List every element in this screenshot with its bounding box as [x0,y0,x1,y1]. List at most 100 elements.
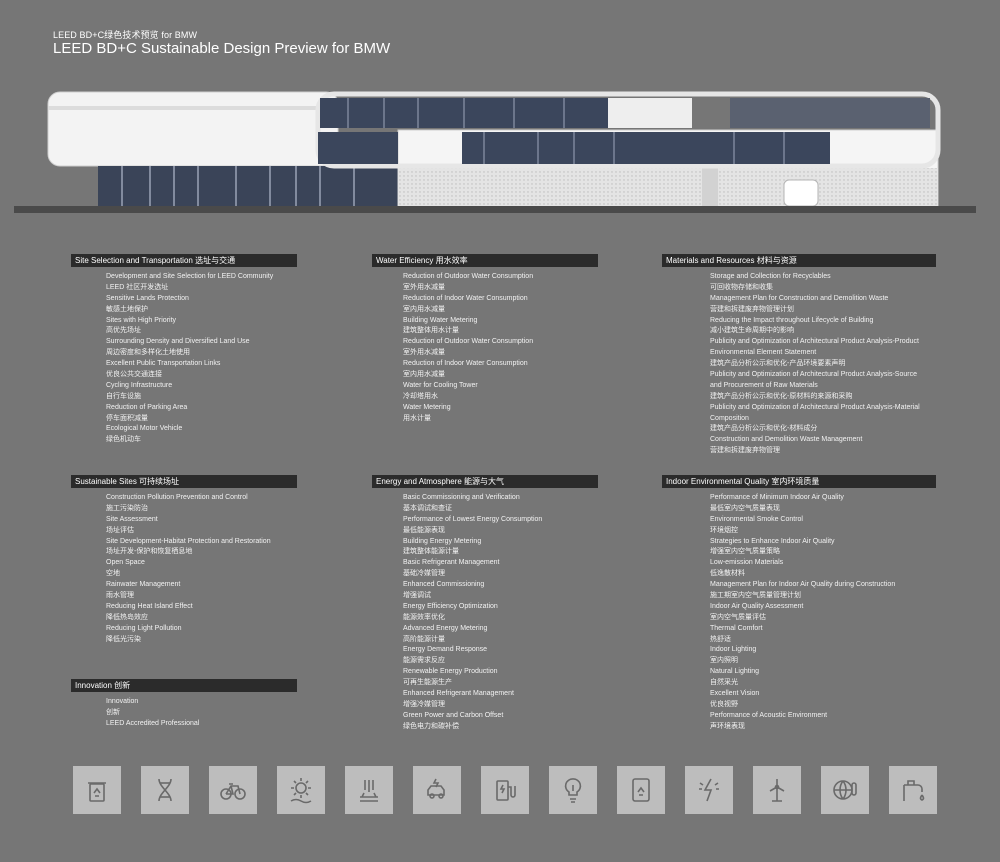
list-item: Excellent Vision [710,690,760,698]
page-subtitle: LEED BD+C绿色技术预览 for BMW [53,30,198,40]
list-item: Publicity and Optimization of Architectu… [710,403,920,411]
section-innovation: Innovation 创新 Innovation 创新 LEED Accredite… [71,679,297,730]
list-item: 周边密度和多样化土地使用 [106,349,190,357]
list-item: 可回收物存储和收集 [710,283,773,291]
solar-sun-icon [277,766,325,814]
list-item: 空地 [106,570,120,578]
section-materials-resources: Materials and Resources 材料与资源 Storage an… [662,254,936,457]
list-item: Ecological Motor Vehicle [106,425,183,433]
list-item: Indoor Air Quality Assessment [710,602,804,610]
list-item: and Procurement of Raw Materials [710,381,818,389]
section-item-list: Storage and Collection for Recyclables 可回… [710,272,936,457]
light-bulb-icon [549,766,597,814]
list-item: Enhanced Refrigerant Management [403,690,514,698]
recycle-bin-icon [73,766,121,814]
building-elevation [14,86,976,216]
list-item: Surrounding Density and Diversified Land… [106,338,250,346]
list-item: 室内照明 [710,657,738,665]
section-item-list: Innovation 创新 LEED Accredited Professional [106,697,297,730]
electric-car-icon [413,766,461,814]
list-item: 建筑产品分析公示和优化-产品环境要素声明 [710,360,846,368]
list-item: Composition [710,414,749,422]
section-heading: Materials and Resources 材料与资源 [662,254,936,267]
water-faucet-icon [889,766,937,814]
list-item: Strategies to Enhance Indoor Air Quality [710,537,835,545]
list-item: 室内用水减量 [403,371,445,379]
list-item: 增强调试 [403,592,431,600]
list-item: Reduction of Outdoor Water Consumption [403,273,534,280]
list-item: 场址开发-保护和恢复栖息地 [106,548,193,556]
list-item: Cycling Infrastructure [106,381,173,389]
list-item: 减小建筑生命周期中的影响 [710,327,794,335]
section-sustainable-sites: Sustainable Sites 可持续场址 Construction Pol… [71,475,297,645]
energy-bolt-icon [685,766,733,814]
list-item: Reducing the Impact throughout Lifecycle… [710,316,874,324]
list-item: Advanced Energy Metering [403,624,488,632]
list-item: 建筑整体能源计量 [403,548,459,556]
list-item: Water Metering [403,403,451,411]
list-item: 场址评估 [106,526,134,534]
section-heading: Site Selection and Transportation 选址与交通 [71,254,297,267]
list-item: Renewable Energy Production [403,668,498,676]
list-item: 降低热岛效应 [106,613,148,621]
list-item: 最低能源表现 [403,526,445,534]
section-energy-atmosphere: Energy and Atmosphere 能源与大气 Basic Commis… [372,475,598,733]
list-item: Performance of Acoustic Environment [710,711,828,719]
list-item: Publicity and Optimization of Architectu… [710,338,919,346]
list-item: 最低室内空气质量表现 [710,504,780,512]
list-item: 增强室内空气质量策略 [710,548,780,556]
list-item: Low-emission Materials [710,559,784,567]
list-item: 高阶能源计量 [403,635,445,643]
list-item: Energy Efficiency Optimization [403,602,498,610]
list-item: Reduction of Indoor Water Consumption [403,294,528,302]
list-item: Reduction of Outdoor Water Consumption [403,338,534,346]
list-item: 基本调试和查证 [403,504,452,512]
list-item: 室内空气质量评估 [710,613,766,621]
section-item-list: Reduction of Outdoor Water Consumption 室外… [403,272,598,424]
list-item: 室内用水减量 [403,305,445,313]
list-item: Reducing Light Pollution [106,624,182,632]
list-item: 绿色机动车 [106,436,141,444]
list-item: 高优先场址 [106,327,141,335]
list-item: 冷却塔用水 [403,392,438,400]
page-title: LEED BD+C Sustainable Design Preview for… [53,40,391,57]
list-item: Publicity and Optimization of Architectu… [710,371,917,379]
ev-charger-icon [481,766,529,814]
list-item: 停车面积减量 [106,414,148,422]
heat-island-icon [345,766,393,814]
list-item: Energy Demand Response [403,646,488,654]
list-item: 可再生能源生产 [403,679,452,687]
list-item: Development and Site Selection for LEED … [106,273,274,280]
list-item: 热舒适 [710,635,731,643]
list-item: 声环境表现 [710,722,745,730]
list-item: Management Plan for Construction and Dem… [710,294,889,302]
bicycle-icon [209,766,257,814]
list-item: Site Assessment [106,515,158,523]
list-item: 室外用水减量 [403,283,445,291]
list-item: Enhanced Commissioning [403,581,485,589]
section-heading: Indoor Environmental Quality 室内环境质量 [662,475,936,488]
section-heading: Water Efficiency 用水效率 [372,254,598,267]
list-item: 施工污染防治 [106,504,148,512]
list-item: Sensitive Lands Protection [106,294,189,302]
list-item: Open Space [106,559,145,567]
list-item: Innovation [106,698,139,705]
section-item-list: Performance of Minimum Indoor Air Qualit… [710,493,936,733]
list-item: 优良公共交通连接 [106,371,162,379]
list-item: Construction Pollution Prevention and Co… [106,494,248,501]
list-item: 环境烟控 [710,526,738,534]
section-item-list: Development and Site Selection for LEED … [106,272,297,446]
list-item: Reducing Heat Island Effect [106,602,193,610]
list-item: 低逸散材料 [710,570,745,578]
list-item: 建筑整体用水计量 [403,327,459,335]
list-item: Construction and Demolition Waste Manage… [710,436,863,444]
list-item: LEED 社区开发选址 [106,283,169,291]
list-item: 优良视野 [710,700,738,708]
list-item: Site Development-Habitat Protection and … [106,537,271,545]
list-item: Indoor Lighting [710,646,757,654]
icon-row [73,766,939,814]
list-item: Rainwater Management [106,581,181,589]
list-item: Thermal Comfort [710,624,763,632]
list-item: 建筑产品分析公示和优化-材料成分 [710,425,818,433]
wind-turbine-icon [753,766,801,814]
